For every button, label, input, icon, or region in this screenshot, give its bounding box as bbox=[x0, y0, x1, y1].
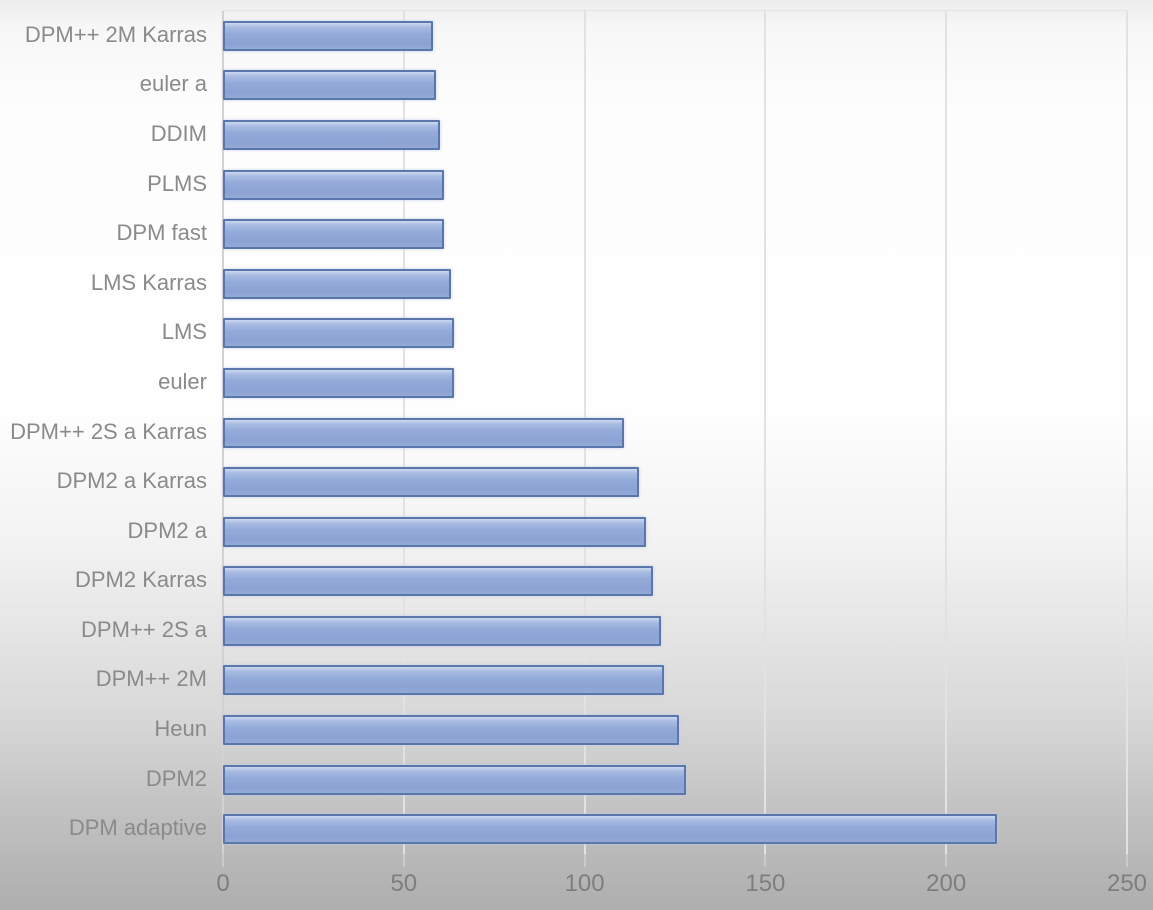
gridline bbox=[945, 11, 948, 854]
bar bbox=[223, 516, 647, 547]
x-tick-label: 250 bbox=[1106, 870, 1148, 897]
bar bbox=[223, 268, 451, 299]
gridline bbox=[764, 11, 767, 854]
bar bbox=[223, 119, 440, 150]
bar bbox=[223, 417, 625, 448]
x-axis-tick-mark bbox=[764, 854, 767, 867]
category-label: DPM2 a bbox=[127, 517, 207, 543]
bar bbox=[223, 20, 433, 51]
category-label: LMS bbox=[161, 319, 207, 345]
category-label: DPM++ 2M bbox=[95, 666, 207, 692]
bar bbox=[223, 615, 661, 646]
bar bbox=[223, 367, 455, 398]
x-tick-label: 100 bbox=[564, 870, 605, 897]
category-label: DPM++ 2S a bbox=[81, 616, 207, 642]
gridline bbox=[1126, 11, 1128, 854]
category-label: DPM2 Karras bbox=[74, 567, 207, 593]
category-label: DPM fast bbox=[116, 220, 207, 246]
category-label: DDIM bbox=[150, 120, 207, 146]
x-tick-label: 200 bbox=[926, 870, 967, 897]
bar bbox=[223, 467, 639, 498]
bar bbox=[223, 169, 444, 200]
category-label: euler bbox=[158, 368, 207, 394]
x-axis-tick-mark bbox=[402, 854, 405, 867]
x-axis-tick-mark bbox=[222, 854, 224, 867]
category-label: Heun bbox=[154, 716, 207, 742]
x-axis-tick-mark bbox=[945, 854, 948, 867]
x-tick-label: 150 bbox=[745, 870, 786, 897]
category-label: DPM2 bbox=[145, 765, 207, 791]
category-label: DPM2 a Karras bbox=[56, 468, 207, 494]
plot-area bbox=[222, 10, 1128, 867]
bar bbox=[223, 715, 679, 746]
bar bbox=[223, 318, 455, 349]
bar bbox=[223, 665, 665, 696]
bar bbox=[223, 764, 686, 795]
category-label: DPM adaptive bbox=[68, 815, 207, 841]
category-label: DPM++ 2M Karras bbox=[24, 21, 207, 47]
x-tick-label: 0 bbox=[216, 870, 230, 897]
category-label: DPM++ 2S a Karras bbox=[10, 418, 207, 444]
category-label: euler a bbox=[139, 71, 207, 97]
category-label: LMS Karras bbox=[90, 269, 207, 295]
x-axis-tick-mark bbox=[1126, 854, 1128, 867]
x-tick-label: 50 bbox=[390, 870, 418, 897]
category-label: PLMS bbox=[147, 170, 207, 196]
bar bbox=[223, 70, 437, 101]
x-axis-tick-mark bbox=[583, 854, 586, 867]
bar bbox=[223, 566, 654, 597]
bar bbox=[223, 814, 997, 845]
bar bbox=[223, 219, 444, 250]
